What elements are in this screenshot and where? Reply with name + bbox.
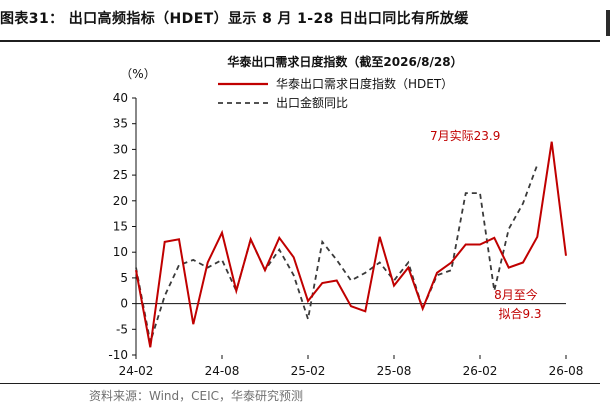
y-tick-label: -10 [108, 348, 128, 362]
y-axis-unit-label: （%） [120, 67, 155, 81]
y-tick-label: 20 [113, 194, 128, 208]
x-tick-label: 25-08 [377, 364, 412, 378]
next-figure-edge [606, 10, 610, 36]
chart-title: 华泰出口需求日度指数（截至2026/8/28） [227, 54, 462, 69]
y-tick-label: 15 [113, 220, 128, 234]
y-tick-label: 40 [113, 91, 128, 105]
y-axis: -10 -5 0 5 10 15 20 25 30 35 40 [108, 91, 136, 362]
data-point-export [479, 192, 481, 194]
y-tick-label: 5 [120, 271, 128, 285]
source-note: 资料来源：Wind，CEIC，华泰研究预测 [89, 389, 304, 403]
y-tick-label: 30 [113, 142, 128, 156]
y-tick-label: 35 [113, 117, 128, 131]
y-tick-label: 10 [113, 245, 128, 259]
series-line-hdet [135, 141, 567, 348]
x-tick-label: 26-08 [549, 364, 584, 378]
y-tick-label: -5 [116, 322, 128, 336]
bottom-rule [0, 383, 600, 384]
annotation-july-actual: 7月实际23.9 [430, 128, 500, 143]
legend: 华泰出口需求日度指数（HDET） 出口金额同比 [218, 76, 453, 110]
top-rule [0, 40, 600, 42]
x-tick-label: 25-02 [291, 364, 326, 378]
next-figure-edge-text [604, 386, 614, 400]
x-tick-label: 24-08 [205, 364, 240, 378]
data-point-export [336, 259, 338, 261]
legend-label-hdet: 华泰出口需求日度指数（HDET） [276, 76, 453, 91]
x-tick-label: 24-02 [119, 364, 154, 378]
y-tick-label: 25 [113, 168, 128, 182]
annotation-aug-fit-line2: 拟合9.3 [498, 306, 541, 321]
x-tick-label: 26-02 [463, 364, 498, 378]
figure-title: 图表31： 出口高频指标（HDET）显示 8 月 1-28 日出口同比有所放缓 [0, 11, 469, 27]
annotation-aug-fit-line1: 8月至今 [494, 287, 538, 302]
line-chart: 华泰出口需求日度指数（截至2026/8/28） 华泰出口需求日度指数（HDET）… [108, 54, 584, 378]
series-line-export [135, 164, 539, 343]
data-point-export [221, 259, 223, 261]
x-axis: 24-02 24-08 25-02 25-08 26-02 26-08 [119, 355, 584, 378]
data-point-export [164, 295, 166, 297]
legend-label-export: 出口金额同比 [276, 95, 348, 110]
data-point-export [536, 164, 538, 166]
y-tick-label: 0 [120, 297, 128, 311]
